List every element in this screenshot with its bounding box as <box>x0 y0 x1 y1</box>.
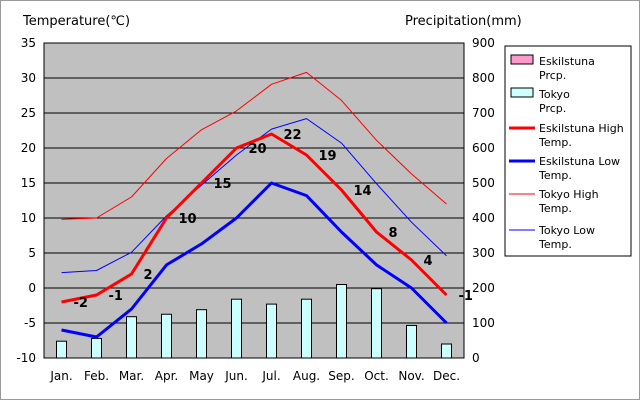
data-label: 19 <box>319 149 337 164</box>
data-label: 8 <box>389 226 398 241</box>
y-right-tick-label: 900 <box>472 36 495 50</box>
legend-label: Tokyo Low Temp. <box>538 224 595 251</box>
y-left-tick-label: 15 <box>21 176 36 190</box>
precip-bar <box>91 337 102 359</box>
x-tick-label: Mar. <box>119 369 144 383</box>
y-left-tick-label: 5 <box>28 246 36 260</box>
y-left-tick-label: 30 <box>21 71 36 85</box>
x-tick-label: Sep. <box>328 369 354 383</box>
precip-bar <box>336 284 347 359</box>
x-tick-label: Nov. <box>398 369 424 383</box>
precip-bar <box>231 298 242 359</box>
x-tick-label: Aug. <box>293 369 320 383</box>
data-label: 15 <box>214 177 232 192</box>
y-left-tick-label: 35 <box>21 36 36 50</box>
precip-bar <box>126 316 137 359</box>
legend-label: Eskilstuna Low Temp. <box>538 155 620 182</box>
x-tick-label: Dec. <box>433 369 460 383</box>
y-left-tick-label: 10 <box>21 211 36 225</box>
y-right-tick-label: 100 <box>472 316 495 330</box>
series-line <box>61 181 448 339</box>
legend-swatch <box>510 87 534 98</box>
x-tick-label: Jul. <box>261 369 280 383</box>
y-right-tick-label: 800 <box>472 71 495 85</box>
y-right-tick-label: 400 <box>472 211 495 225</box>
legend-label: Eskilstuna Prcp. <box>539 55 595 82</box>
series-line <box>61 132 448 304</box>
data-label: 4 <box>424 254 433 269</box>
precip-bar <box>266 303 277 359</box>
x-tick-label: Jan. <box>49 369 72 383</box>
legend-label: Tokyo High Temp. <box>538 188 599 215</box>
data-label: 22 <box>284 128 302 143</box>
legend-swatch <box>510 54 534 65</box>
precip-bar <box>441 343 452 359</box>
y-right-axis-title: Precipitation(mm) <box>405 14 522 29</box>
y-right-tick-label: 300 <box>472 246 495 260</box>
x-tick-label: Oct. <box>364 369 389 383</box>
precip-bar <box>196 309 207 359</box>
y-left-tick-label: 20 <box>21 141 36 155</box>
x-tick-label: Jun. <box>224 369 248 383</box>
data-label: 20 <box>249 142 267 157</box>
y-right-tick-label: 500 <box>472 176 495 190</box>
y-left-tick-label: -5 <box>24 316 36 330</box>
legend-label: Tokyo Prcp. <box>538 88 570 115</box>
precip-bar <box>56 340 67 359</box>
precip-bar <box>371 288 382 359</box>
data-label: -1 <box>459 289 473 304</box>
y-right-tick-label: 200 <box>472 281 495 295</box>
y-left-tick-label: 25 <box>21 106 36 120</box>
data-label: 10 <box>179 212 197 227</box>
y-left-tick-label: 0 <box>28 281 36 295</box>
y-right-tick-label: 0 <box>472 351 480 365</box>
y-right-tick-label: 700 <box>472 106 495 120</box>
data-label: -1 <box>109 289 123 304</box>
x-tick-label: Apr. <box>155 369 178 383</box>
precip-bar <box>406 324 417 359</box>
y-left-tick-label: -10 <box>16 351 36 365</box>
series-line <box>61 71 447 220</box>
y-right-tick-label: 600 <box>472 141 495 155</box>
data-label: -2 <box>74 296 88 311</box>
x-tick-label: May <box>189 369 214 383</box>
legend-label: Eskilstuna High Temp. <box>538 122 624 149</box>
x-tick-label: Feb. <box>84 369 109 383</box>
precip-bar <box>161 313 172 359</box>
data-label: 2 <box>144 268 153 283</box>
y-left-axis-title: Temperature(℃) <box>22 14 130 29</box>
data-label: 14 <box>354 184 372 199</box>
precip-bar <box>301 298 312 359</box>
legend-box <box>504 45 632 257</box>
